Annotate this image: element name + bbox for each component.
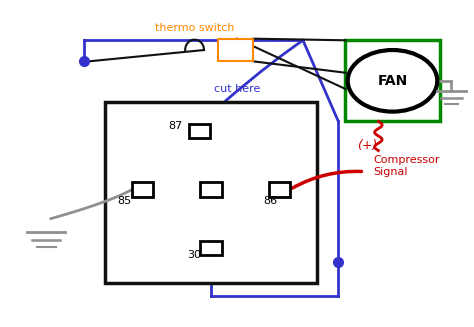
Bar (218, 39, 254, 61)
Text: 87: 87 (169, 121, 183, 131)
Text: thermo switch: thermo switch (155, 23, 234, 33)
Bar (346, 40, 439, 121)
Text: 30: 30 (188, 250, 201, 260)
Text: 85: 85 (117, 196, 131, 206)
Text: FAN: FAN (377, 74, 408, 88)
Text: Compressor
Signal: Compressor Signal (374, 155, 440, 177)
Bar (189, 124, 210, 138)
Bar (201, 240, 222, 255)
Text: cut here: cut here (214, 84, 260, 94)
Circle shape (348, 50, 438, 112)
Bar (201, 182, 222, 197)
Text: (+): (+) (357, 139, 377, 152)
Bar (105, 102, 317, 284)
Text: 86: 86 (263, 196, 277, 206)
Bar (269, 182, 290, 197)
Bar (132, 182, 154, 197)
